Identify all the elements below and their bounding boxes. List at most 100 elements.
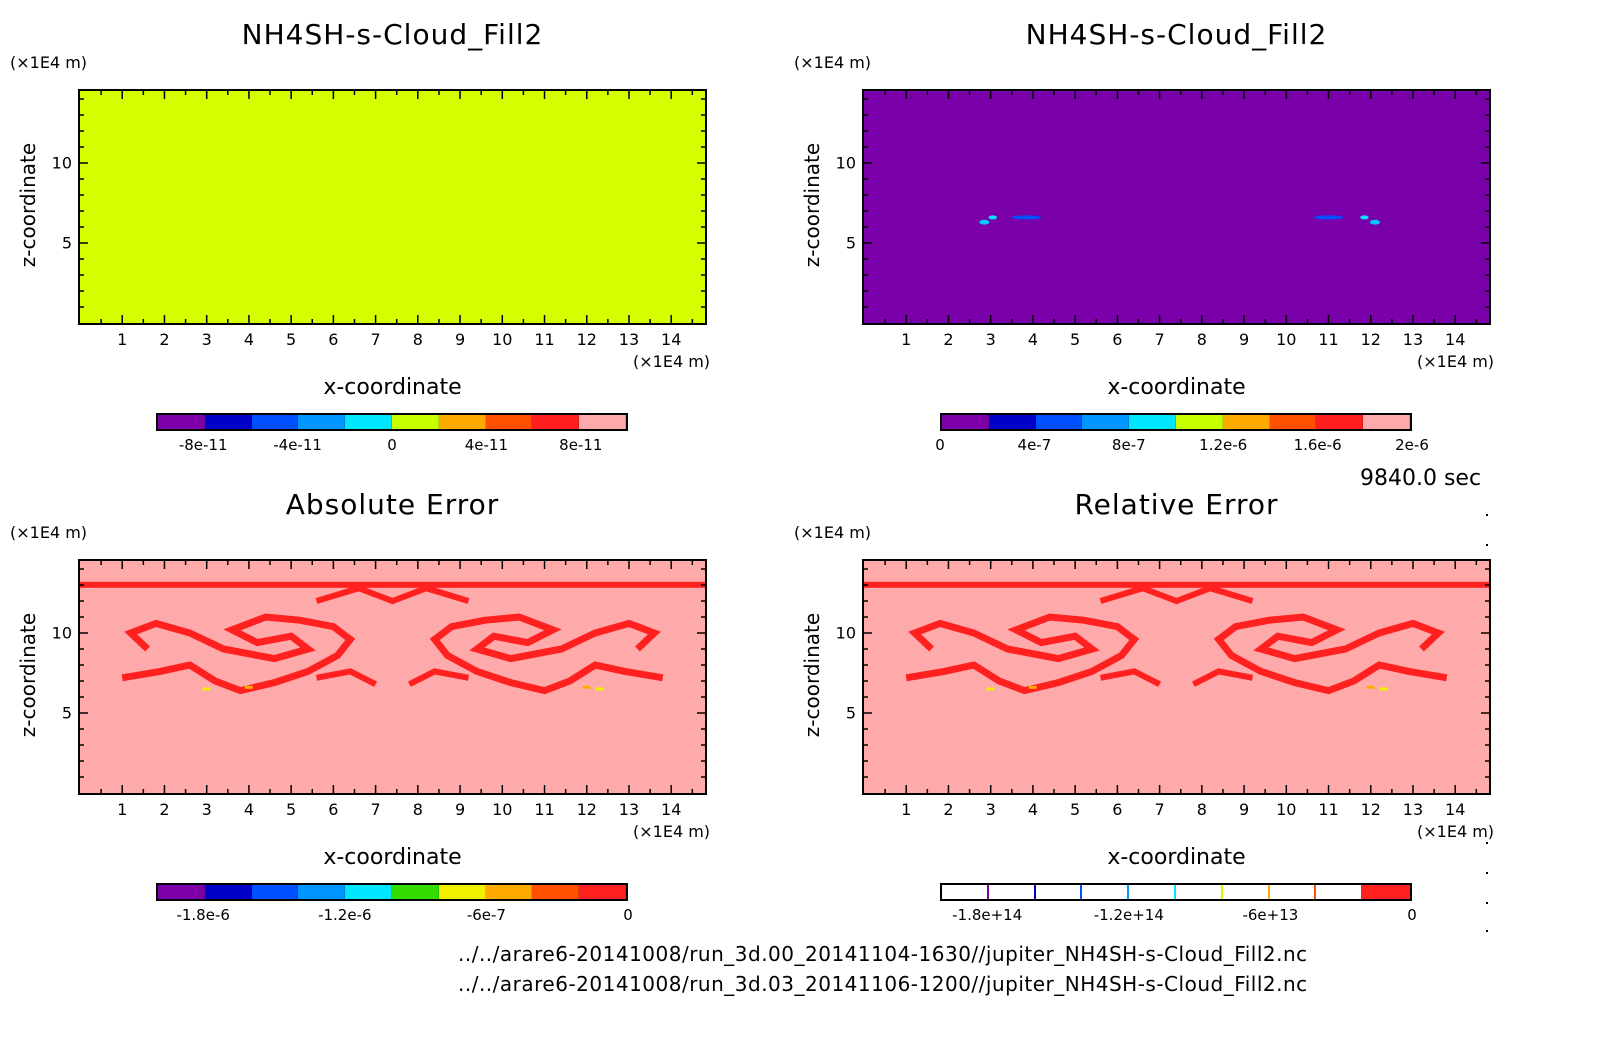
dot-mark [1486, 842, 1488, 844]
colorbar-segment [158, 415, 205, 429]
x-axis-label: x-coordinate [323, 845, 462, 870]
colorbar-label: 0 [623, 906, 633, 924]
error-speck [595, 687, 604, 691]
error-band [80, 581, 705, 588]
error-contour [429, 613, 664, 695]
y-tick-label: 10 [835, 623, 856, 643]
x-tick-label: 12 [1360, 800, 1381, 819]
error-speck [1028, 685, 1037, 689]
colorbar-label: -1.8e+14 [952, 906, 1023, 924]
colorbar-segment [1129, 885, 1178, 899]
x-tick-label: 6 [328, 800, 339, 819]
y-tick-label: 5 [845, 703, 856, 723]
colorbar [940, 413, 1412, 431]
colorbar [156, 413, 628, 431]
colorbar-segment [1082, 885, 1132, 899]
x-tick-label: 14 [1445, 330, 1466, 349]
heatmap-field [80, 91, 705, 323]
dot-mark [1486, 902, 1488, 904]
y-axis-unit: (×1E4 m) [794, 53, 872, 72]
x-tick-label: 14 [661, 800, 682, 819]
colorbar-segment [988, 415, 1036, 429]
colorbar-segment [1269, 885, 1319, 899]
chart-title: Absolute Error [285, 488, 500, 521]
error-contour [1213, 613, 1448, 695]
error-speck [244, 685, 253, 689]
x-tick-label: 7 [1154, 330, 1165, 349]
y-axis-unit: (×1E4 m) [794, 523, 872, 542]
x-tick-label: 14 [1445, 800, 1466, 819]
heatmap-field [864, 91, 1489, 323]
y-axis-unit: (×1E4 m) [10, 523, 88, 542]
x-tick-label: 2 [159, 330, 170, 349]
x-tick-label: 13 [1402, 800, 1424, 819]
colorbar-label: 2e-6 [1395, 436, 1429, 454]
y-tick-label: 10 [51, 153, 72, 173]
error-contour [121, 613, 356, 695]
colorbar-label: -4e-11 [273, 436, 322, 454]
colorbar-line [1361, 885, 1366, 899]
x-tick-label: 12 [576, 800, 597, 819]
x-tick-label: 12 [1360, 330, 1381, 349]
colorbar [940, 883, 1412, 901]
colorbar-segment [485, 885, 533, 899]
x-tick-label: 5 [286, 330, 297, 349]
x-tick-label: 9 [454, 800, 466, 819]
colorbar-segment [204, 885, 252, 899]
x-tick-label: 7 [1154, 800, 1165, 819]
error-contour [408, 668, 470, 687]
plot-area [78, 559, 707, 795]
field-feature [1369, 219, 1381, 225]
dot-mark [1486, 930, 1488, 932]
x-tick-label: 12 [576, 330, 597, 349]
colorbar-segment [942, 415, 989, 429]
x-tick-label: 1 [901, 330, 912, 349]
error-contour [905, 613, 1140, 695]
x-tick-label: 14 [661, 330, 682, 349]
file-path-2: ../../arare6-20141008/run_3d.03_20141106… [458, 972, 1308, 996]
x-tick-label: 5 [1070, 330, 1081, 349]
field-feature [988, 215, 998, 220]
x-tick-label: 2 [943, 330, 954, 349]
field-feature [1313, 215, 1344, 220]
colorbar-segment [251, 885, 299, 899]
x-tick-label: 3 [201, 330, 212, 349]
error-contour [1099, 668, 1161, 687]
colorbar-label: 4e-11 [464, 436, 509, 454]
x-tick-label: 4 [1027, 800, 1038, 819]
colorbar-segment [1222, 885, 1272, 899]
colorbar-segment [1363, 415, 1410, 429]
dot-mark [1486, 514, 1488, 516]
x-tick-label: 6 [1112, 800, 1123, 819]
x-tick-label: 9 [1238, 800, 1250, 819]
chart-panel: NH4SH-s-Cloud_Fill2 (×1E4 m) z-coordinate 1… [784, 0, 1568, 470]
x-tick-label: 9 [1238, 330, 1250, 349]
colorbar-segment [1222, 415, 1270, 429]
y-axis-label: z-coordinate [800, 142, 824, 268]
x-axis-label: x-coordinate [1107, 375, 1246, 400]
y-axis-label: z-coordinate [16, 142, 40, 268]
x-axis-label: x-coordinate [323, 375, 462, 400]
colorbar-segment [485, 415, 533, 429]
colorbar-label: -1.2e+14 [1093, 906, 1164, 924]
x-tick-label: 9 [454, 330, 466, 349]
chart-panel: NH4SH-s-Cloud_Fill2 (×1E4 m) z-coordinate 1… [0, 0, 784, 470]
colorbar-segment [1175, 415, 1223, 429]
colorbar-label: -1.2e-6 [318, 906, 372, 924]
error-contour [315, 668, 377, 687]
x-tick-label: 1 [117, 800, 128, 819]
error-contour [1192, 668, 1254, 687]
x-tick-label: 11 [1318, 800, 1339, 819]
colorbar-segment [532, 415, 580, 429]
x-tick-label: 13 [618, 800, 640, 819]
x-tick-label: 8 [412, 800, 423, 819]
colorbar-segment [1269, 415, 1317, 429]
plot-area [862, 559, 1491, 795]
colorbar-segment [298, 415, 346, 429]
chart-panel: Absolute Error (×1E4 m) z-coordinate 1 2 3 4 5 6… [0, 470, 784, 940]
x-tick-label: 8 [1196, 330, 1207, 349]
colorbar-segment [1035, 885, 1085, 899]
y-axis-label: z-coordinate [800, 612, 824, 738]
x-tick-label: 2 [943, 800, 954, 819]
error-speck [1366, 685, 1375, 689]
